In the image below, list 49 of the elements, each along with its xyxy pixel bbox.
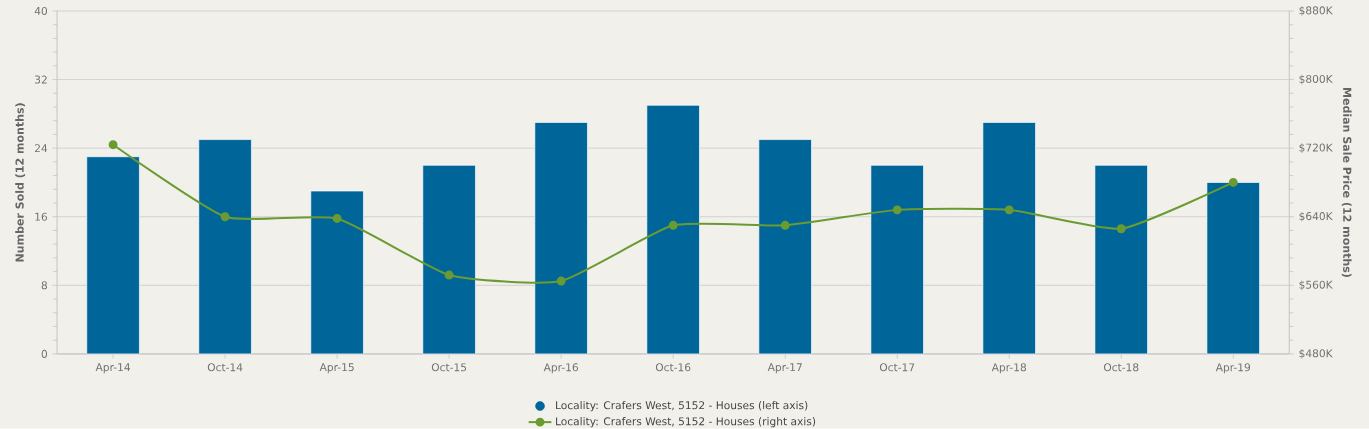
x-tick-label: Apr-17 (767, 363, 802, 374)
bar (646, 105, 700, 355)
point (892, 205, 902, 215)
bar (86, 156, 140, 355)
point (1228, 178, 1238, 188)
x-tick-label: Oct-18 (1103, 363, 1139, 372)
y2-tick-label: $480K (1299, 349, 1333, 359)
bar (982, 122, 1036, 355)
bar (310, 190, 364, 355)
point (108, 140, 118, 150)
x-tick-label: Oct-15 (431, 363, 467, 372)
y2-tick-label: $560K (1299, 280, 1333, 291)
point (556, 276, 566, 286)
y2-axis-title: Median Sale Price (12 months) (1341, 88, 1352, 278)
y2-tick-label: $880K (1299, 6, 1333, 16)
y-axis-title: Number Sold (12 months) (15, 103, 26, 262)
x-tick-label: Apr-15 (319, 363, 354, 374)
y2-tick-label: $800K (1299, 74, 1333, 85)
point (668, 221, 678, 230)
point (1116, 224, 1126, 234)
bar (1094, 165, 1148, 355)
bar (870, 165, 924, 355)
y2-tick-label: $720K (1299, 143, 1333, 154)
bar (422, 165, 476, 355)
y-tick-label: 40 (34, 7, 48, 16)
x-tick-label: Apr-14 (95, 363, 131, 374)
y-tick-label: 24 (34, 144, 48, 153)
point (220, 212, 230, 222)
bar (1206, 182, 1260, 355)
y2-tick-label: $640K (1299, 212, 1333, 222)
x-tick-label: Apr-16 (543, 363, 579, 374)
point (332, 214, 342, 224)
x-tick-label: Oct-16 (655, 363, 691, 372)
x-tick-label: Oct-17 (879, 363, 915, 372)
bar (534, 122, 588, 355)
legend-label: Locality: Crafers West, 5152 - Houses (right axis) (556, 417, 816, 428)
y-tick-label: 0 (41, 350, 48, 359)
x-tick-label: Apr-18 (991, 363, 1027, 374)
x-tick-label: Apr-19 (1215, 363, 1251, 374)
y-tick-label: 16 (35, 212, 48, 221)
point (1004, 205, 1014, 215)
y-tick-label: 32 (35, 75, 47, 84)
point (780, 221, 790, 230)
bar (758, 139, 812, 355)
point (444, 270, 454, 280)
x-tick-label: Oct-14 (207, 363, 243, 372)
bar (198, 139, 252, 355)
legend-label: Locality: Crafers West, 5152 - Houses (left axis) (556, 401, 808, 412)
y-tick-label: 8 (41, 281, 48, 290)
